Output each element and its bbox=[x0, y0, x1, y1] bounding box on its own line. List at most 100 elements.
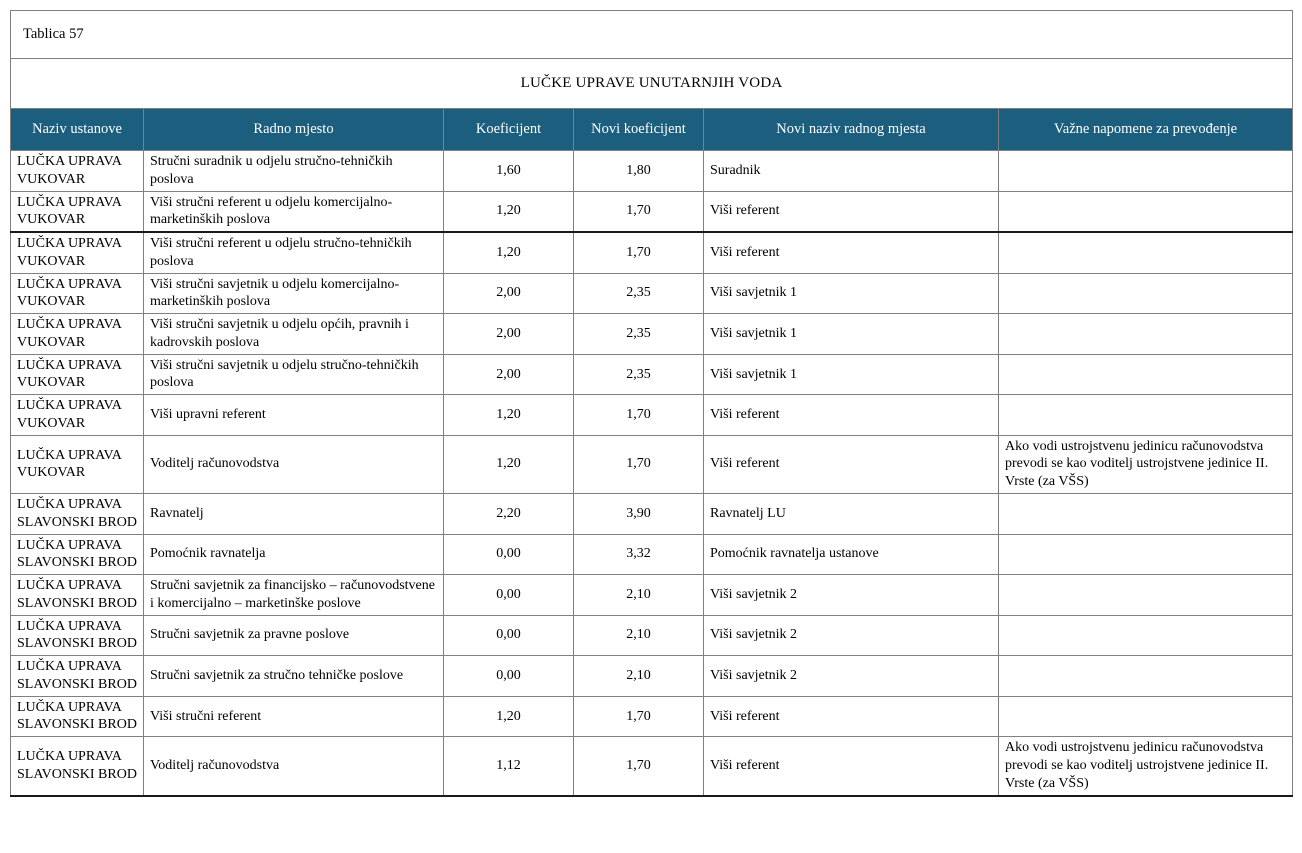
cell-coefficient: 1,60 bbox=[443, 150, 574, 192]
table-row: LUČKA UPRAVA VUKOVAR Viši upravni refere… bbox=[10, 394, 1293, 436]
cell-institution: LUČKA UPRAVA VUKOVAR bbox=[10, 353, 144, 396]
cell-new-coefficient: 2,10 bbox=[573, 574, 704, 616]
cell-position: Pomoćnik ravnatelja bbox=[143, 533, 444, 576]
cell-notes bbox=[998, 190, 1293, 233]
cell-institution: LUČKA UPRAVA VUKOVAR bbox=[10, 313, 144, 355]
cell-institution: LUČKA UPRAVA SLAVONSKI BROD bbox=[10, 695, 144, 738]
cell-new-title: Viši referent bbox=[703, 394, 999, 436]
document-page: Tablica 57 LUČKE UPRAVE UNUTARNJIH VODA … bbox=[10, 10, 1293, 797]
table-row: LUČKA UPRAVA SLAVONSKI BROD Ravnatelj 2,… bbox=[10, 493, 1293, 535]
table-row: LUČKA UPRAVA SLAVONSKI BROD Stručni savj… bbox=[10, 614, 1293, 657]
cell-position: Viši stručni savjetnik u odjelu stručno-… bbox=[143, 353, 444, 396]
table-label-row: Tablica 57 bbox=[10, 10, 1293, 59]
cell-position: Stručni savjetnik za financijsko – račun… bbox=[143, 574, 444, 616]
column-header-novi-koeficijent: Novi koeficijent bbox=[573, 108, 704, 151]
cell-coefficient: 0,00 bbox=[443, 614, 574, 657]
cell-position: Viši stručni savjetnik u odjelu općih, p… bbox=[143, 313, 444, 355]
cell-notes bbox=[998, 313, 1293, 355]
cell-institution: LUČKA UPRAVA SLAVONSKI BROD bbox=[10, 655, 144, 697]
cell-coefficient: 1,20 bbox=[443, 695, 574, 738]
cell-institution: LUČKA UPRAVA VUKOVAR bbox=[10, 394, 144, 436]
table-row: LUČKA UPRAVA VUKOVAR Viši stručni savjet… bbox=[10, 272, 1293, 315]
cell-institution: LUČKA UPRAVA SLAVONSKI BROD bbox=[10, 493, 144, 535]
cell-notes bbox=[998, 695, 1293, 738]
column-header-naziv-ustanove: Naziv ustanove bbox=[10, 108, 144, 151]
cell-new-coefficient: 1,70 bbox=[573, 695, 704, 738]
table-title: LUČKE UPRAVE UNUTARNJIH VODA bbox=[10, 58, 1293, 109]
cell-notes bbox=[998, 394, 1293, 436]
cell-new-title: Viši referent bbox=[703, 190, 999, 233]
column-header-koeficijent: Koeficijent bbox=[443, 108, 574, 151]
cell-new-coefficient: 2,10 bbox=[573, 614, 704, 657]
cell-new-coefficient: 1,70 bbox=[573, 736, 704, 796]
table-row: LUČKA UPRAVA SLAVONSKI BROD Voditelj rač… bbox=[10, 736, 1293, 796]
cell-new-coefficient: 1,70 bbox=[573, 434, 704, 495]
cell-new-title: Viši referent bbox=[703, 231, 999, 274]
table-row: LUČKA UPRAVA VUKOVAR Stručni suradnik u … bbox=[10, 150, 1293, 192]
cell-position: Stručni savjetnik za pravne poslove bbox=[143, 614, 444, 657]
cell-new-coefficient: 1,70 bbox=[573, 231, 704, 274]
table-row: LUČKA UPRAVA VUKOVAR Voditelj računovods… bbox=[10, 434, 1293, 495]
cell-notes bbox=[998, 574, 1293, 616]
column-header-row: Naziv ustanove Radno mjesto Koeficijent … bbox=[10, 108, 1293, 151]
table-body: LUČKA UPRAVA VUKOVAR Stručni suradnik u … bbox=[10, 150, 1293, 796]
cell-notes: Ako vodi ustrojstvenu jedinicu računovod… bbox=[998, 736, 1293, 796]
cell-new-title: Suradnik bbox=[703, 150, 999, 192]
column-header-radno-mjesto: Radno mjesto bbox=[143, 108, 444, 151]
cell-new-coefficient: 2,35 bbox=[573, 272, 704, 315]
cell-new-coefficient: 2,35 bbox=[573, 313, 704, 355]
cell-notes bbox=[998, 272, 1293, 315]
cell-coefficient: 2,00 bbox=[443, 272, 574, 315]
cell-institution: LUČKA UPRAVA VUKOVAR bbox=[10, 434, 144, 495]
cell-notes: Ako vodi ustrojstvenu jedinicu računovod… bbox=[998, 434, 1293, 495]
cell-institution: LUČKA UPRAVA SLAVONSKI BROD bbox=[10, 574, 144, 616]
cell-new-title: Viši referent bbox=[703, 434, 999, 495]
cell-coefficient: 2,00 bbox=[443, 313, 574, 355]
translation-table: Tablica 57 LUČKE UPRAVE UNUTARNJIH VODA … bbox=[10, 10, 1293, 797]
cell-coefficient: 0,00 bbox=[443, 655, 574, 697]
cell-institution: LUČKA UPRAVA VUKOVAR bbox=[10, 190, 144, 233]
cell-position: Ravnatelj bbox=[143, 493, 444, 535]
cell-new-coefficient: 3,90 bbox=[573, 493, 704, 535]
cell-notes bbox=[998, 655, 1293, 697]
cell-new-coefficient: 3,32 bbox=[573, 533, 704, 576]
cell-new-title: Viši savjetnik 2 bbox=[703, 655, 999, 697]
cell-new-coefficient: 2,35 bbox=[573, 353, 704, 396]
cell-new-title: Viši referent bbox=[703, 695, 999, 738]
cell-position: Stručni savjetnik za stručno tehničke po… bbox=[143, 655, 444, 697]
cell-institution: LUČKA UPRAVA SLAVONSKI BROD bbox=[10, 533, 144, 576]
cell-new-title: Viši savjetnik 2 bbox=[703, 574, 999, 616]
cell-position: Viši stručni referent bbox=[143, 695, 444, 738]
cell-new-coefficient: 2,10 bbox=[573, 655, 704, 697]
cell-institution: LUČKA UPRAVA SLAVONSKI BROD bbox=[10, 614, 144, 657]
cell-position: Voditelj računovodstva bbox=[143, 434, 444, 495]
cell-institution: LUČKA UPRAVA SLAVONSKI BROD bbox=[10, 736, 144, 796]
column-header-napomene: Važne napomene za prevođenje bbox=[998, 108, 1293, 151]
cell-coefficient: 0,00 bbox=[443, 533, 574, 576]
cell-new-title: Viši savjetnik 1 bbox=[703, 353, 999, 396]
cell-new-coefficient: 1,70 bbox=[573, 190, 704, 233]
table-row: LUČKA UPRAVA SLAVONSKI BROD Stručni savj… bbox=[10, 574, 1293, 616]
cell-new-coefficient: 1,80 bbox=[573, 150, 704, 192]
cell-institution: LUČKA UPRAVA VUKOVAR bbox=[10, 150, 144, 192]
cell-position: Viši stručni savjetnik u odjelu komercij… bbox=[143, 272, 444, 315]
cell-new-coefficient: 1,70 bbox=[573, 394, 704, 436]
cell-coefficient: 1,20 bbox=[443, 231, 574, 274]
cell-notes bbox=[998, 231, 1293, 274]
table-row: LUČKA UPRAVA SLAVONSKI BROD Viši stručni… bbox=[10, 695, 1293, 738]
cell-new-title: Ravnatelj LU bbox=[703, 493, 999, 535]
table-title-row: LUČKE UPRAVE UNUTARNJIH VODA bbox=[10, 58, 1293, 109]
table-row: LUČKA UPRAVA VUKOVAR Viši stručni savjet… bbox=[10, 353, 1293, 396]
table-row: LUČKA UPRAVA VUKOVAR Viši stručni refere… bbox=[10, 231, 1293, 274]
cell-new-title: Viši savjetnik 1 bbox=[703, 313, 999, 355]
cell-notes bbox=[998, 353, 1293, 396]
cell-coefficient: 1,20 bbox=[443, 434, 574, 495]
cell-institution: LUČKA UPRAVA VUKOVAR bbox=[10, 231, 144, 274]
cell-position: Viši stručni referent u odjelu stručno-t… bbox=[143, 231, 444, 274]
cell-position: Voditelj računovodstva bbox=[143, 736, 444, 796]
table-row: LUČKA UPRAVA SLAVONSKI BROD Pomoćnik rav… bbox=[10, 533, 1293, 576]
cell-notes bbox=[998, 614, 1293, 657]
cell-notes bbox=[998, 150, 1293, 192]
cell-position: Stručni suradnik u odjelu stručno-tehnič… bbox=[143, 150, 444, 192]
cell-position: Viši upravni referent bbox=[143, 394, 444, 436]
